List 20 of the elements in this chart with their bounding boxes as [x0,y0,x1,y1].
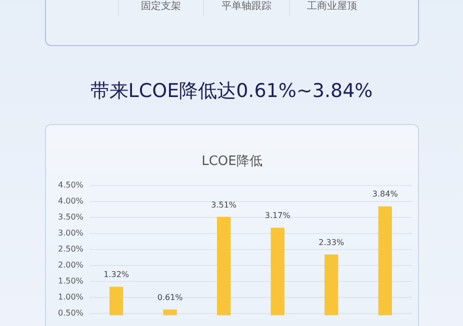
chart-subtitle: 带来LCOE降低达0.61%~3.84% [89,79,374,104]
data-label: 3.84% [372,190,398,199]
data-label: 3.51% [211,200,237,210]
y-tick-label: 4.50% [58,180,84,190]
y-tick-label: 3.00% [58,228,84,238]
data-label: 0.61% [157,292,184,302]
chart-title: LCOE降低 [202,154,262,170]
data-label: 3.17% [264,211,291,220]
text: 平单轴跟踪 [203,0,289,16]
y-tick-label: 2.00% [58,260,84,270]
y-tick-label: 3.50% [58,212,84,222]
text: 工商业屋顶 [288,0,374,16]
y-tick-label: 1.00% [58,292,84,302]
data-label: 1.32% [104,270,130,280]
y-tick-label: 2.50% [58,244,84,254]
data-label: 2.33% [318,238,344,247]
y-tick-label: 4.00% [58,196,84,206]
y-tick-label: 1.50% [58,276,84,286]
text: 固定支架 [118,0,204,16]
y-tick-label: 0.50% [58,308,84,318]
